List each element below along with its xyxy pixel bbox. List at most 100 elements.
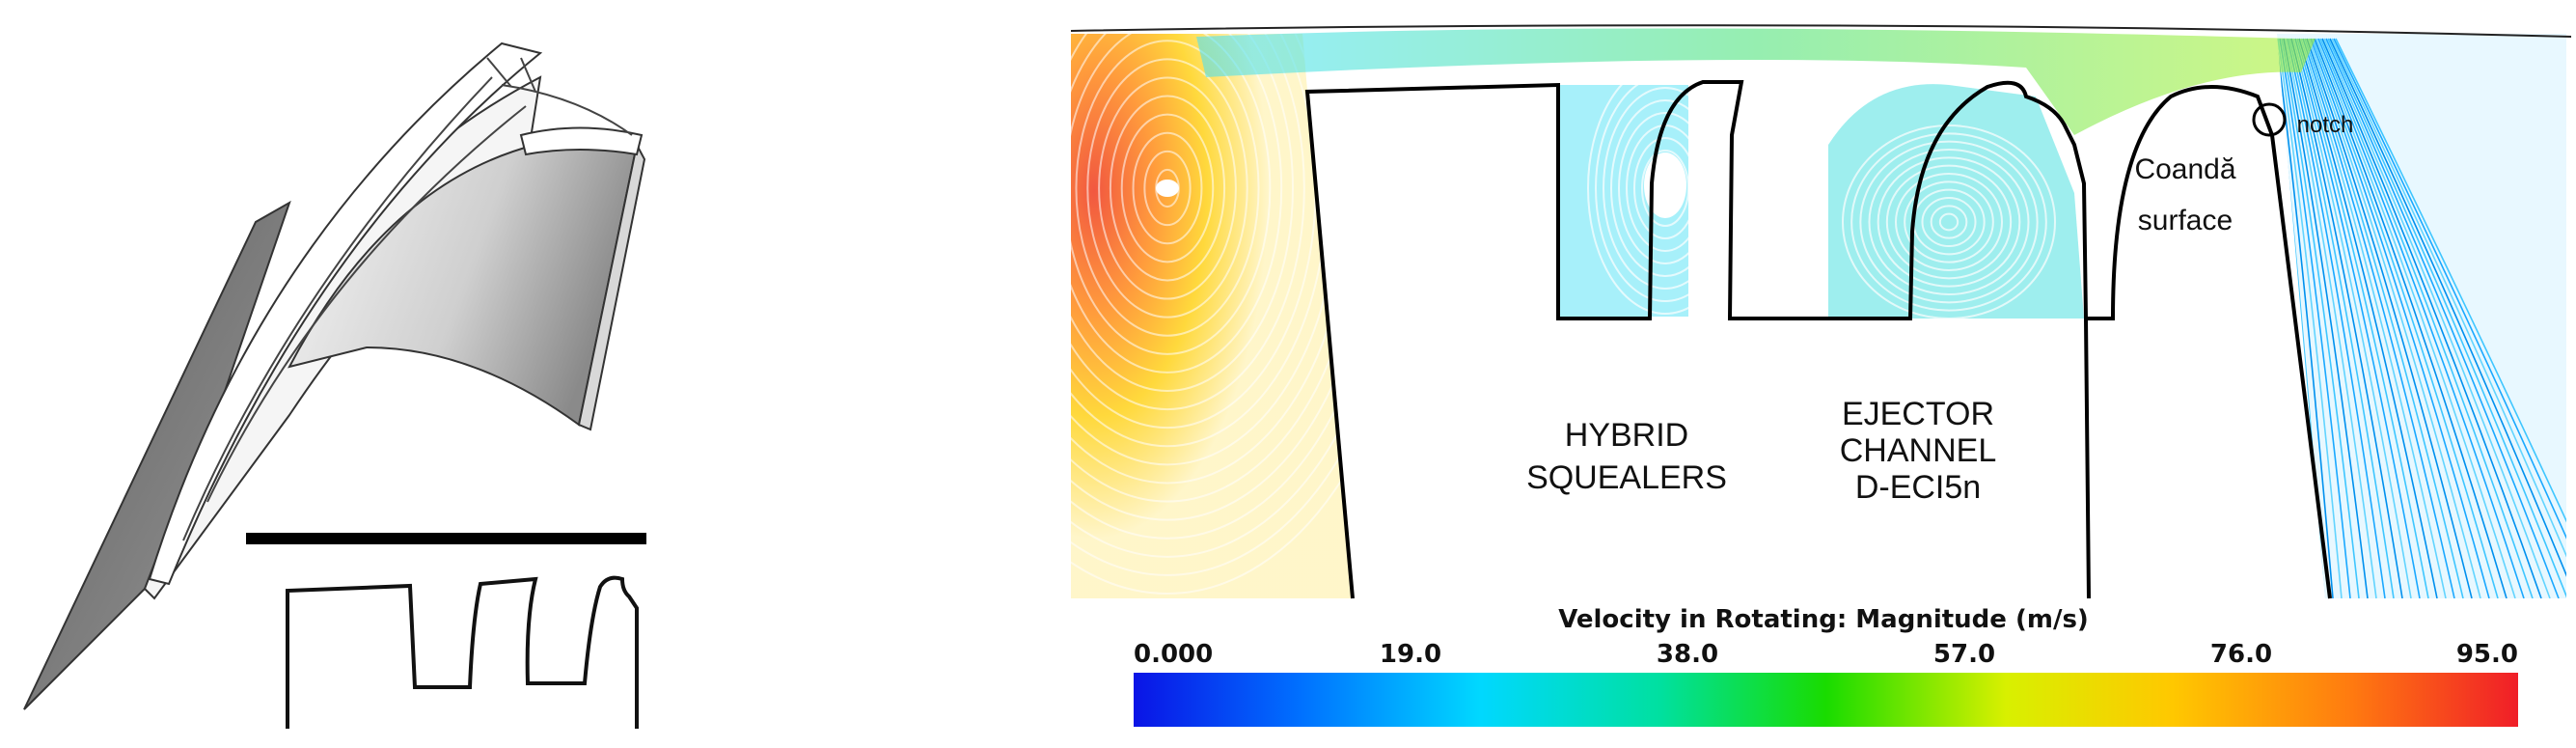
label-ejector-3: D-ECI5n bbox=[1855, 469, 1981, 506]
streamline bbox=[2323, 38, 2551, 598]
squealer-tip-outline bbox=[1304, 80, 2091, 599]
streamline bbox=[1120, 113, 1215, 263]
colorbar-tick-label: 57.0 bbox=[1933, 640, 1995, 669]
streamline bbox=[1071, 34, 1351, 576]
streamline-plot: HYBRID SQUEALERS EJECTOR CHANNEL D-ECI5n… bbox=[1070, 24, 2572, 727]
label-ejector-2: CHANNEL bbox=[1840, 432, 1996, 469]
blade-tip-arc bbox=[501, 84, 633, 136]
casing-line bbox=[246, 533, 646, 544]
blade-tip-cap bbox=[519, 126, 644, 156]
streamline bbox=[2290, 38, 2403, 598]
streamline bbox=[2321, 38, 2542, 598]
streamline bbox=[1071, 34, 1272, 355]
colorbar-tick-label: 95.0 bbox=[2456, 640, 2518, 669]
streamline bbox=[1086, 58, 1248, 319]
blade-pressure-face bbox=[23, 200, 291, 710]
streamline bbox=[1842, 125, 2056, 319]
streamline bbox=[2300, 38, 2447, 598]
streamline bbox=[1859, 140, 2039, 304]
streamline bbox=[1930, 205, 1968, 239]
streamline bbox=[1850, 132, 2047, 312]
ejector-channel-vortex bbox=[1828, 84, 2084, 319]
streamline bbox=[2312, 38, 2499, 598]
streamline bbox=[2317, 38, 2525, 598]
streamline bbox=[1071, 34, 1305, 411]
streamline bbox=[2283, 38, 2369, 598]
streamline bbox=[2304, 38, 2464, 598]
streamline bbox=[2333, 38, 2566, 598]
streamline bbox=[2316, 38, 2516, 598]
colorbar: Velocity in Rotating: Magnitude (m/s) 0.… bbox=[1134, 605, 2518, 727]
label-ejector-1: EJECTOR bbox=[1842, 396, 1994, 432]
streamline bbox=[1868, 149, 2030, 295]
streamline bbox=[1603, 87, 1728, 290]
streamline bbox=[2314, 38, 2507, 598]
streamline bbox=[2310, 38, 2490, 598]
streamline bbox=[2319, 38, 2534, 598]
colorbar-title: Velocity in Rotating: Magnitude (m/s) bbox=[1558, 605, 2089, 634]
streamline bbox=[2279, 38, 2351, 598]
streamline bbox=[2327, 38, 2566, 598]
streamline bbox=[2298, 38, 2438, 598]
streamline bbox=[1098, 76, 1237, 300]
over-tip-jet bbox=[1196, 28, 2316, 135]
streamline bbox=[2331, 38, 2566, 598]
streamline bbox=[1075, 40, 1260, 337]
streamline bbox=[2308, 38, 2481, 598]
streamline bbox=[1071, 34, 1351, 521]
vortex-core bbox=[1156, 180, 1179, 197]
streamline bbox=[1895, 173, 2003, 271]
streamline bbox=[1109, 95, 1226, 282]
coanda-outline bbox=[2086, 85, 2332, 599]
colorbar-gradient bbox=[1134, 673, 2518, 727]
colorbar-tick-label: 19.0 bbox=[1380, 640, 1441, 669]
streamline bbox=[2277, 38, 2343, 598]
streamline bbox=[2335, 38, 2566, 598]
label-coanda-1: Coandă bbox=[2134, 153, 2235, 185]
streamline bbox=[1587, 62, 1743, 315]
blade-suction-wall bbox=[288, 144, 639, 427]
streamline bbox=[2292, 38, 2412, 598]
blade-tip-rim-inner bbox=[182, 57, 536, 541]
streamline bbox=[1071, 34, 1283, 374]
label-hybrid-squealers-2: SQUEALERS bbox=[1526, 459, 1727, 496]
colorbar-tick-label: 38.0 bbox=[1657, 640, 1718, 669]
blade-trailing-face bbox=[577, 142, 646, 431]
streamline bbox=[2277, 38, 2334, 598]
streamline bbox=[1641, 150, 1689, 227]
streamline bbox=[1904, 180, 1994, 263]
velocity-streamline-panel: HYBRID SQUEALERS EJECTOR CHANNEL D-ECI5n… bbox=[1061, 0, 2576, 748]
streamline bbox=[1633, 137, 1697, 239]
label-coanda-2: surface bbox=[2138, 205, 2233, 236]
streamline bbox=[2329, 38, 2566, 598]
streamline bbox=[1071, 34, 1351, 558]
squealer-cavity-vortex bbox=[1558, 62, 1743, 317]
streamline bbox=[1071, 34, 1351, 503]
streamline bbox=[2281, 38, 2360, 598]
streamline bbox=[1618, 112, 1713, 264]
suction-side-leakage-flow bbox=[2277, 34, 2566, 598]
streamline bbox=[2285, 38, 2377, 598]
streamline bbox=[1595, 74, 1736, 302]
blade-geometry-panel bbox=[0, 0, 695, 748]
streamline bbox=[2287, 38, 2386, 598]
label-hybrid-squealers-1: HYBRID bbox=[1565, 417, 1688, 454]
streamline bbox=[1885, 164, 2013, 280]
streamline bbox=[2288, 38, 2395, 598]
streamline bbox=[1921, 197, 1977, 247]
casing-edge bbox=[1070, 24, 2572, 38]
streamline bbox=[1071, 34, 1351, 595]
colorbar-tick-label: 0.000 bbox=[1134, 640, 1213, 669]
tip-section-outline bbox=[286, 575, 639, 729]
streamline bbox=[2325, 38, 2560, 598]
streamline bbox=[2296, 38, 2429, 598]
streamline bbox=[1132, 131, 1203, 245]
streamline bbox=[1071, 34, 1294, 392]
streamline bbox=[1143, 150, 1192, 227]
pressure-side-vortex bbox=[1071, 34, 1351, 598]
streamline bbox=[2302, 38, 2455, 598]
streamline bbox=[2294, 38, 2421, 598]
streamline bbox=[2306, 38, 2473, 598]
streamline bbox=[1071, 34, 1351, 540]
streamline bbox=[1610, 99, 1720, 277]
